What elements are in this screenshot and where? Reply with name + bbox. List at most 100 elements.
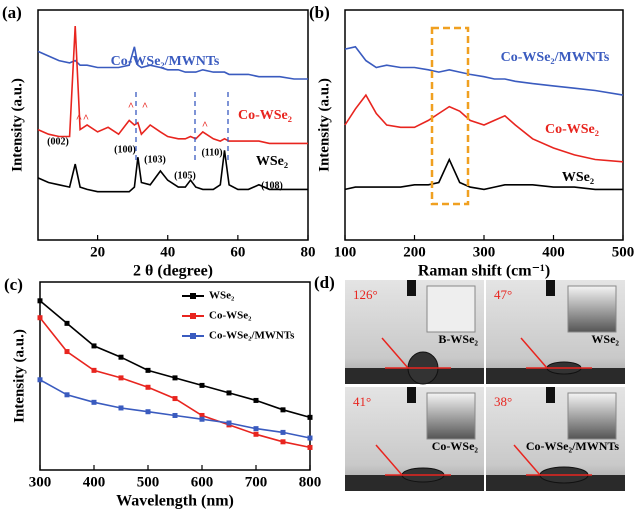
y-axis-title: Intensity (a.u.) xyxy=(316,78,332,172)
point-marker xyxy=(172,396,178,402)
point-marker xyxy=(253,431,259,437)
plot-frame xyxy=(37,9,309,241)
point-marker xyxy=(64,349,70,355)
point-marker xyxy=(118,375,124,381)
peak-marker: ^ xyxy=(142,101,148,113)
tangent xyxy=(375,444,403,476)
needle xyxy=(407,280,416,296)
point-marker xyxy=(118,354,124,360)
legend-marker xyxy=(190,333,196,339)
panel-label: (c) xyxy=(4,275,23,294)
point-marker xyxy=(226,390,232,396)
point-marker xyxy=(91,343,97,349)
legend-label: Co-WSe₂ xyxy=(209,310,252,322)
series-label: Co-WSe₂ xyxy=(238,108,292,123)
panel-label: (d) xyxy=(314,273,335,292)
series-label: WSe₂ xyxy=(562,170,594,185)
x-tick-label: 500 xyxy=(137,474,160,490)
substrate xyxy=(345,475,484,491)
peak-marker: ^ xyxy=(202,120,208,132)
point-marker xyxy=(145,409,151,415)
x-axis-title: Wavelength (nm) xyxy=(116,493,234,510)
substrate xyxy=(486,368,625,384)
x-axis-title: 2 θ (degree) xyxy=(133,263,213,280)
point-marker xyxy=(145,367,151,373)
point-marker xyxy=(64,320,70,326)
x-tick-label: 500 xyxy=(612,244,635,260)
needle xyxy=(407,387,416,403)
series-label: Co-WSe₂/MWNTs xyxy=(111,54,220,69)
point-marker xyxy=(199,412,205,418)
x-tick-label: 400 xyxy=(542,244,565,260)
tangent xyxy=(513,444,541,476)
point-marker xyxy=(91,367,97,373)
x-tick-label: 200 xyxy=(403,244,426,260)
x-tick-label: 600 xyxy=(191,474,214,490)
tangent xyxy=(381,337,409,369)
sample-label: WSe₂ xyxy=(591,332,619,346)
legend-marker xyxy=(190,313,196,319)
point-marker xyxy=(280,407,286,413)
point-marker xyxy=(118,405,124,411)
point-marker xyxy=(253,426,259,432)
series-line xyxy=(37,26,308,145)
series-line xyxy=(37,150,308,193)
peak-label: (103) xyxy=(144,154,166,165)
series-line xyxy=(344,93,624,163)
needle xyxy=(546,387,555,403)
peak-label: (110) xyxy=(201,147,222,158)
needle xyxy=(546,280,555,296)
x-tick-label: 300 xyxy=(29,474,52,490)
tangent xyxy=(520,337,548,369)
panel-label: (a) xyxy=(2,3,22,22)
x-tick-label: 400 xyxy=(83,474,106,490)
x-tick-label: 800 xyxy=(299,474,322,490)
legend-label: Co-WSe₂/MWNTs xyxy=(209,330,295,342)
vial-photo xyxy=(426,285,476,333)
point-marker xyxy=(253,397,259,403)
peak-marker: ^ xyxy=(76,113,82,125)
x-tick-label: 80 xyxy=(301,244,316,260)
x-tick-label: 20 xyxy=(90,244,105,260)
contact-angle: 41° xyxy=(353,394,371,409)
x-tick-label: 60 xyxy=(230,244,245,260)
point-marker xyxy=(145,384,151,390)
point-marker xyxy=(307,435,313,441)
plot-frame xyxy=(39,281,311,471)
contact-angle: 47° xyxy=(494,287,512,302)
series-label: Co-WSe₂ xyxy=(545,122,599,137)
point-marker xyxy=(37,377,43,383)
series-label: Co-WSe₂/MWNTs xyxy=(501,50,610,65)
legend-marker xyxy=(190,293,196,299)
point-marker xyxy=(226,420,232,426)
peak-marker: ^ xyxy=(128,101,134,113)
point-marker xyxy=(280,439,286,445)
x-tick-label: 100 xyxy=(334,244,357,260)
contact-angle: 38° xyxy=(494,394,512,409)
sample-label: B-WSe₂ xyxy=(438,332,478,346)
x-tick-label: 700 xyxy=(245,474,268,490)
highlight-box xyxy=(430,26,470,206)
peak-label: (108) xyxy=(261,180,283,191)
point-marker xyxy=(91,399,97,405)
point-marker xyxy=(37,298,43,304)
peak-label: (002) xyxy=(47,136,69,147)
peak-label: (100) xyxy=(114,144,136,155)
point-marker xyxy=(307,444,313,450)
vial-photo xyxy=(426,392,476,440)
contact-angle: 126° xyxy=(353,287,378,302)
sample-label: Co-WSe₂ xyxy=(432,439,479,453)
x-axis-title: Raman shift (cm⁻¹) xyxy=(418,263,550,280)
vial-photo xyxy=(567,285,617,333)
x-tick-label: 40 xyxy=(160,244,175,260)
series-line xyxy=(344,45,624,96)
series-line xyxy=(344,157,623,191)
point-marker xyxy=(37,315,43,321)
panel-label: (b) xyxy=(309,3,330,22)
series-line xyxy=(37,46,308,80)
point-marker xyxy=(199,416,205,422)
point-marker xyxy=(199,382,205,388)
point-marker xyxy=(172,375,178,381)
y-axis-title: Intensity (a.u.) xyxy=(9,78,25,172)
vial-photo xyxy=(567,392,617,440)
